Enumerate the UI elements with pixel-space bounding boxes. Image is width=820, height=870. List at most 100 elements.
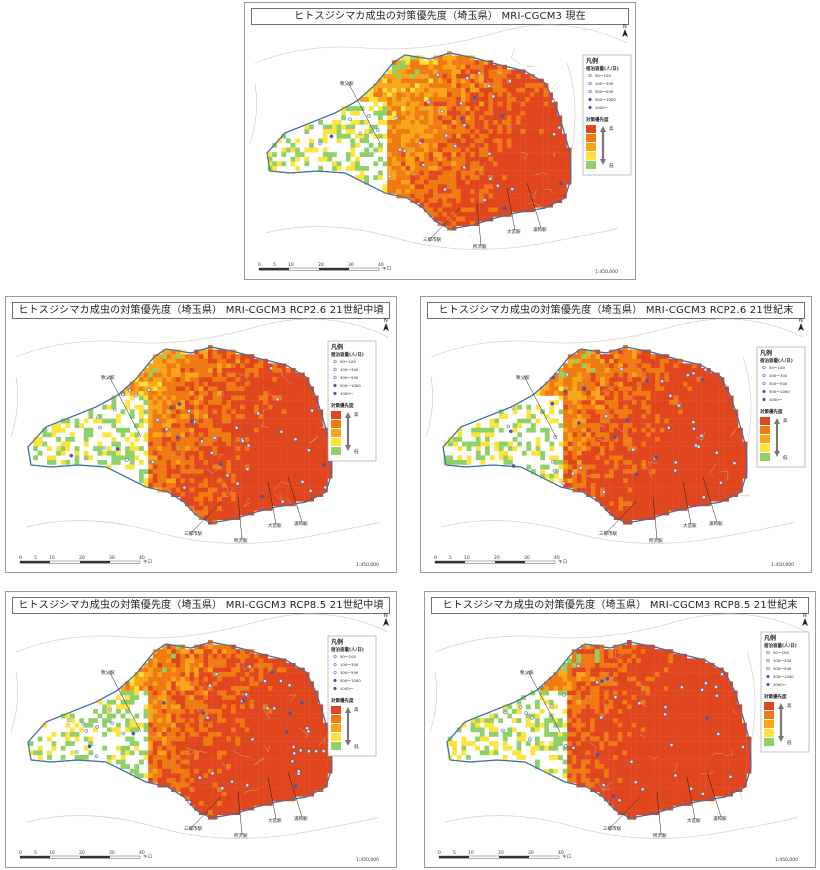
legend-swatch — [764, 729, 774, 737]
legend-swatch — [760, 453, 770, 461]
legend-swatch — [331, 411, 341, 419]
station-markers — [501, 664, 745, 803]
station-label: 大宮駅 — [268, 522, 282, 529]
scale-tick: 10 — [288, 262, 294, 268]
legend-station-class: 500～1000 — [595, 97, 616, 102]
scale-tick: 20 — [494, 555, 500, 561]
map-panel-rcp85-end: ヒトスジシマカ成虫の対策優先度（埼玉県） MRI-CGCM3 RCP8.5 21… — [424, 591, 816, 868]
legend-priority-header: 対策優先度 — [585, 116, 609, 123]
scale-ratio: 1:450,000 — [356, 857, 379, 863]
station-label: 所沢駅 — [234, 537, 248, 544]
north-arrow-icon: N — [622, 24, 628, 37]
scale-tick: 5 — [34, 555, 37, 561]
scale-unit: キロ — [558, 559, 567, 565]
legend-station-header: 宿泊容量(人/日) — [586, 65, 619, 72]
legend-station-class: 1000～ — [340, 391, 354, 396]
legend-station-class: 300～500 — [769, 381, 788, 386]
station-label: 秩父駅 — [516, 374, 530, 381]
north-arrow-icon: N — [802, 613, 808, 626]
legend-swatch — [331, 715, 341, 723]
station-label: 大宮駅 — [687, 817, 701, 824]
legend-station-header: 宿泊容量(人/日) — [331, 351, 364, 358]
station-label: 浦和駅 — [294, 520, 308, 527]
legend-station-class: 50～100 — [340, 654, 356, 659]
map-title: ヒトスジシマカ成虫の対策優先度（埼玉県） MRI-CGCM3 RCP8.5 21… — [12, 597, 390, 614]
legend-swatch — [331, 733, 341, 741]
scale-ratio: 1:450,000 — [771, 562, 794, 568]
legend-station-class: 50～100 — [595, 73, 611, 78]
station-label: 所沢駅 — [473, 243, 487, 250]
map-title: ヒトスジシマカ成虫の対策優先度（埼玉県） MRI-CGCM3 RCP2.6 21… — [12, 302, 390, 319]
legend-swatch — [331, 724, 341, 732]
scale-tick: 10 — [49, 850, 55, 856]
legend-low: 低 — [783, 454, 788, 461]
legend-swatch — [331, 706, 341, 714]
legend-swatch — [331, 447, 341, 455]
scale-tick: 40 — [139, 850, 145, 856]
north-arrow-icon: N — [798, 318, 804, 331]
legend-station-class: 100～300 — [595, 81, 614, 86]
map-panel-rcp26-mid: ヒトスジシマカ成虫の対策優先度（埼玉県） MRI-CGCM3 RCP2.6 21… — [5, 296, 397, 573]
map-title: ヒトスジシマカ成虫の対策優先度（埼玉県） MRI-CGCM3 RCP8.5 21… — [431, 597, 809, 614]
station-markers — [66, 664, 326, 804]
scale-tick: 40 — [554, 555, 560, 561]
legend-station-class: 300～500 — [595, 89, 614, 94]
scale-tick: 0 — [19, 850, 22, 856]
municipal-boundaries — [571, 365, 750, 497]
scale-tick: 0 — [19, 555, 22, 561]
station-label: 浦和駅 — [713, 815, 727, 822]
scale-tick: 20 — [318, 262, 324, 268]
scale-tick: 10 — [464, 555, 470, 561]
scale-tick: 30 — [348, 262, 354, 268]
legend-swatch — [331, 438, 341, 446]
legend-swatch — [764, 720, 774, 728]
map-panel-rcp85-mid: ヒトスジシマカ成虫の対策優先度（埼玉県） MRI-CGCM3 RCP8.5 21… — [5, 591, 397, 868]
station-label: 浦和駅 — [533, 226, 547, 233]
scale-ratio: 1:450,000 — [775, 857, 798, 863]
north-arrow-icon: N — [383, 613, 389, 626]
scale-tick: 10 — [468, 850, 474, 856]
legend-title: 凡例 — [330, 638, 343, 646]
legend-station-class: 1000～ — [769, 397, 783, 402]
station-label: 秩父駅 — [101, 669, 115, 676]
scale-unit: キロ — [143, 559, 152, 565]
legend-high: 高 — [354, 706, 359, 713]
priority-grid — [267, 51, 572, 231]
scale-tick: 5 — [273, 262, 276, 268]
station-label: 秩父駅 — [340, 80, 354, 87]
scale-tick: 20 — [79, 850, 85, 856]
map-title: ヒトスジシマカ成虫の対策優先度（埼玉県） MRI-CGCM3 現在 — [251, 8, 629, 25]
legend-high: 高 — [354, 411, 359, 418]
municipal-boundaries — [146, 661, 326, 799]
scale-tick: 30 — [528, 850, 534, 856]
station-markers — [69, 366, 328, 504]
legend-low: 低 — [787, 739, 792, 746]
legend-priority-header: 対策優先度 — [330, 697, 354, 704]
legend-swatch — [586, 125, 596, 133]
legend-swatch — [331, 742, 341, 750]
legend-title: 凡例 — [759, 349, 772, 357]
scale-tick: 5 — [34, 850, 37, 856]
legend-station-header: 宿泊容量(人/日) — [764, 642, 797, 649]
scale-tick: 30 — [109, 850, 115, 856]
station-label: 浦和駅 — [294, 815, 308, 822]
legend-station-class: 50～100 — [769, 365, 785, 370]
station-markers — [318, 71, 563, 210]
station-label: 所沢駅 — [234, 832, 248, 839]
priority-grid — [28, 640, 333, 820]
scale-tick: 30 — [109, 555, 115, 561]
station-label: 大宮駅 — [683, 522, 697, 529]
scale-tick: 5 — [453, 850, 456, 856]
legend-swatch — [760, 435, 770, 443]
